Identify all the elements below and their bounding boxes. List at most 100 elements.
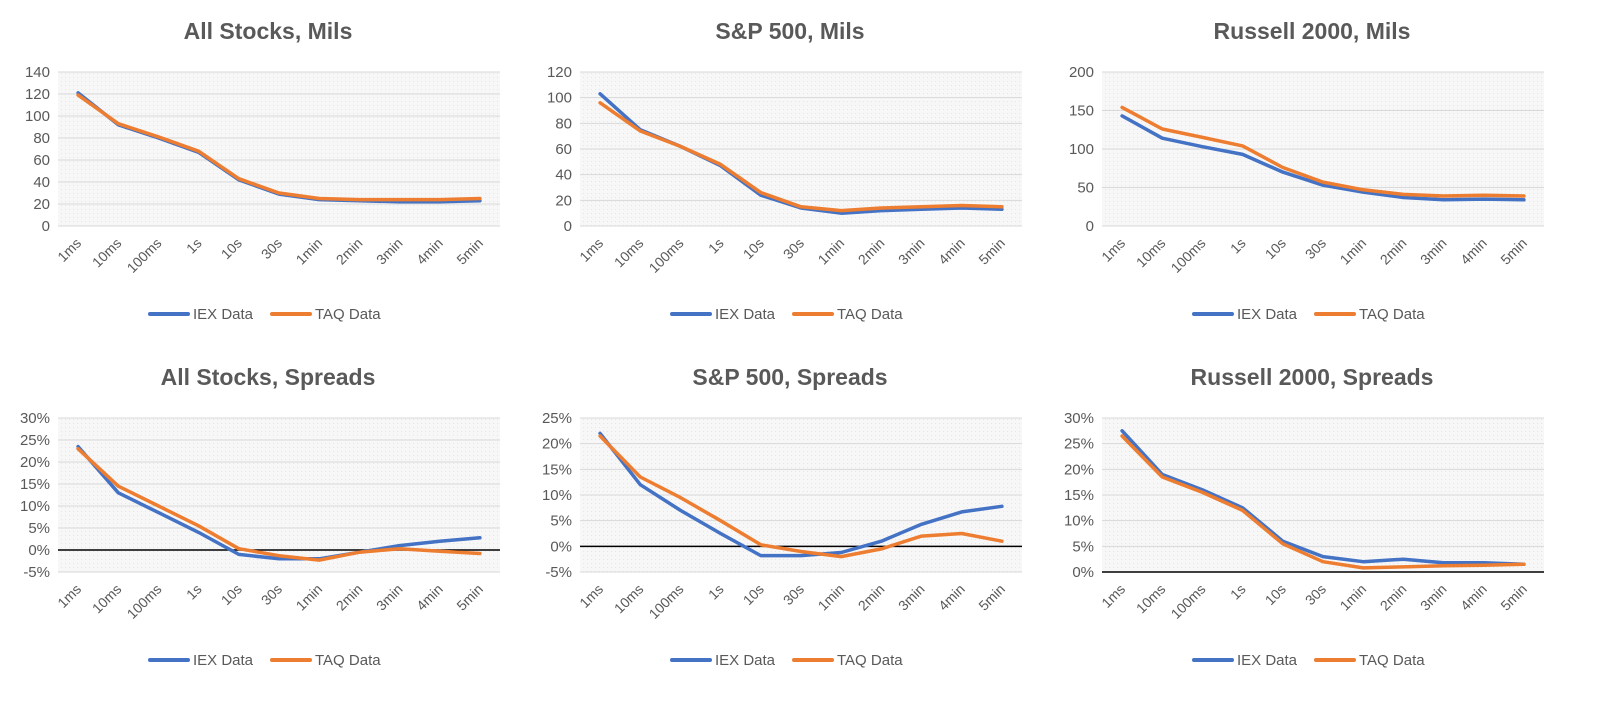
x-tick-label: 30s — [258, 235, 285, 262]
series-line-taq — [598, 434, 1004, 559]
y-tick-label: 0 — [42, 218, 50, 235]
x-tick-label: 100ms — [1168, 235, 1209, 276]
legend-label: TAQ Data — [1359, 306, 1425, 323]
legend-label: TAQ Data — [315, 306, 381, 323]
plot-area — [58, 418, 500, 572]
x-tick-label: 5min — [453, 581, 486, 614]
x-tick-label: 10ms — [611, 235, 647, 271]
x-tick-label: 10s — [740, 235, 767, 262]
x-tick-label: 30s — [780, 235, 807, 262]
y-tick-label: 80 — [555, 115, 572, 132]
x-tick-label: 1ms — [54, 581, 84, 611]
x-tick-label: 1s — [183, 235, 205, 257]
legend-label: IEX Data — [193, 306, 254, 323]
legend-label: IEX Data — [715, 306, 776, 323]
x-tick-label: 30s — [1302, 581, 1329, 608]
x-tick-label: 10s — [218, 581, 245, 608]
y-tick-label: 15% — [1064, 487, 1094, 504]
y-tick-label: -5% — [545, 564, 572, 581]
y-tick-label: 20% — [542, 436, 572, 453]
x-tick-label: 2min — [333, 235, 366, 268]
legend-label: IEX Data — [715, 652, 776, 669]
chart-title: S&P 500, Spreads — [692, 364, 888, 390]
x-tick-label: 100ms — [1168, 581, 1209, 622]
x-tick-label: 1min — [293, 581, 326, 614]
x-tick-label: 1min — [815, 235, 848, 268]
y-tick-label: 20% — [1064, 461, 1094, 478]
y-tick-label: 200 — [1069, 64, 1094, 81]
chart-russell2000-spreads: Russell 2000, Spreads 0% 5% 10% 15% 20% 25% 30… — [1044, 346, 1580, 696]
y-tick-label: 0% — [28, 542, 50, 559]
x-tick-label: 2min — [1377, 235, 1410, 268]
x-tick-label: 3min — [1417, 235, 1450, 268]
x-tick-label: 3min — [895, 581, 928, 614]
x-tick-label: 4min — [935, 235, 968, 268]
legend-label: IEX Data — [1237, 306, 1298, 323]
series-line-iex — [1120, 114, 1526, 202]
x-tick-label: 10ms — [1133, 581, 1169, 617]
y-tick-label: 0% — [1072, 564, 1094, 581]
x-tick-label: 10s — [740, 581, 767, 608]
x-tick-label: 100ms — [124, 581, 165, 622]
x-tick-label: 1ms — [576, 235, 606, 265]
series-line-taq — [1120, 434, 1526, 570]
series-line-iex — [1120, 429, 1526, 567]
x-tick-label: 3min — [895, 235, 928, 268]
series-line-iex — [76, 444, 482, 561]
x-tick-label: 4min — [413, 235, 446, 268]
series-line-taq — [598, 101, 1004, 213]
y-tick-label: 5% — [550, 513, 572, 530]
legend-label: IEX Data — [1237, 652, 1298, 669]
y-tick-label: 40 — [33, 174, 50, 191]
x-tick-label: 10ms — [611, 581, 647, 617]
series-line-taq — [76, 93, 482, 202]
y-tick-label: 10% — [1064, 513, 1094, 530]
chart-svg: -5% 0% 5% 10% 15% 20% 25% 30% 1ms 10ms 100ms 1s 10s 3… — [20, 410, 500, 669]
chart-svg: 0 20 40 60 80 100 120 1ms 10ms 100ms 1s 10s 30s 1min 2… — [547, 64, 1022, 323]
series-line-taq — [1120, 105, 1526, 198]
series-line-taq — [76, 447, 482, 562]
x-tick-label: 10s — [1262, 235, 1289, 262]
x-tick-label: 2min — [855, 235, 888, 268]
y-tick-label: 0 — [564, 218, 572, 235]
x-tick-label: 5min — [975, 235, 1008, 268]
y-tick-label: 150 — [1069, 103, 1094, 120]
legend-label: TAQ Data — [1359, 652, 1425, 669]
x-tick-label: 1s — [705, 235, 727, 257]
y-tick-label: 25% — [1064, 436, 1094, 453]
x-tick-label: 10s — [1262, 581, 1289, 608]
chart-title: All Stocks, Spreads — [160, 364, 376, 390]
y-tick-label: 10% — [542, 487, 572, 504]
x-tick-label: 3min — [1417, 581, 1450, 614]
y-tick-label: 15% — [542, 461, 572, 478]
y-tick-label: 100 — [1069, 141, 1094, 158]
y-tick-label: 10% — [20, 498, 50, 515]
x-tick-label: 100ms — [646, 235, 687, 276]
y-tick-label: 50 — [1077, 180, 1094, 197]
y-tick-label: 5% — [28, 520, 50, 537]
x-tick-label: 2min — [333, 581, 366, 614]
chart-sp500-spreads: S&P 500, Spreads -5% 0% 5% 10% 15% 20% 25% 1ms 1… — [522, 346, 1058, 696]
y-tick-label: -5% — [23, 564, 50, 581]
y-tick-label: 60 — [33, 152, 50, 169]
x-tick-label: 5min — [453, 235, 486, 268]
x-tick-label: 1ms — [1098, 581, 1128, 611]
y-tick-label: 40 — [555, 167, 572, 184]
x-tick-label: 1min — [293, 235, 326, 268]
y-tick-label: 5% — [1072, 538, 1094, 555]
y-tick-label: 0% — [550, 538, 572, 555]
x-tick-label: 1ms — [576, 581, 606, 611]
x-tick-label: 1ms — [1098, 235, 1128, 265]
y-tick-label: 120 — [25, 86, 50, 103]
y-tick-label: 60 — [555, 141, 572, 158]
chart-svg: -5% 0% 5% 10% 15% 20% 25% 1ms 10ms 100ms 1s 10s 30s 1… — [542, 410, 1022, 669]
x-tick-label: 10ms — [89, 235, 125, 271]
chart-title: Russell 2000, Mils — [1213, 18, 1411, 44]
legend-label: TAQ Data — [315, 652, 381, 669]
y-tick-label: 0 — [1086, 218, 1094, 235]
x-tick-label: 4min — [1457, 581, 1490, 614]
chart-svg: 0% 5% 10% 15% 20% 25% 30% 1ms 10ms 100ms 1s 10s 30s 1… — [1064, 410, 1544, 669]
y-tick-label: 25% — [20, 432, 50, 449]
chart-russell2000-mils: Russell 2000, Mils 0 50 100 150 200 1ms 10ms 10… — [1044, 0, 1580, 350]
